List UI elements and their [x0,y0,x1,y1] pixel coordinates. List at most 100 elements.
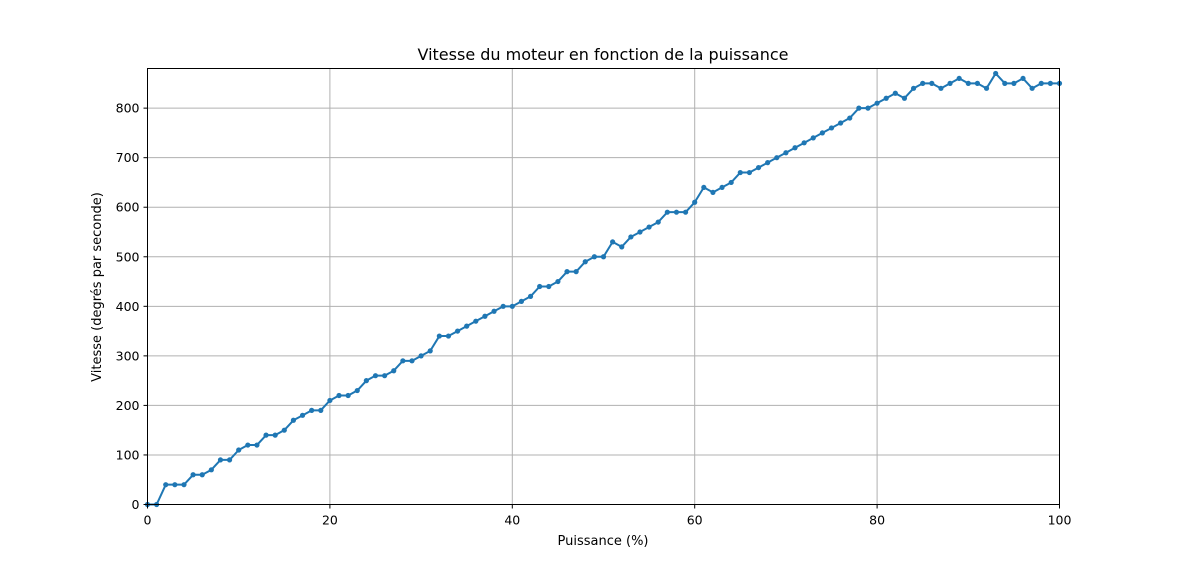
data-point [454,328,461,334]
data-point [610,239,616,245]
data-point [537,283,543,290]
data-point [199,472,205,478]
data-point [564,269,570,275]
data-point [473,318,479,324]
x-tick-label: 60 [687,513,703,528]
data-point [445,333,452,339]
data-point [573,269,579,275]
data-point [965,80,971,86]
y-tick-label: 400 [116,299,140,314]
y-axis-label: Vitesse (degrés par seconde) [90,192,105,382]
x-tick-label: 80 [869,513,885,528]
series-layer [144,70,1063,508]
data-point [847,115,853,121]
series [144,70,1063,508]
data-point [765,160,771,166]
y-tick-label: 800 [116,101,140,116]
data-point [947,80,953,86]
data-point [363,378,369,384]
data-point [391,368,397,374]
data-point [774,155,780,161]
y-tick-label: 0 [132,497,140,512]
data-point [436,333,442,339]
data-point [892,90,898,96]
data-point [236,447,242,453]
data-point [920,80,926,86]
data-point [464,323,470,329]
data-point [400,358,406,364]
data-point [1038,80,1044,86]
data-point [801,140,807,146]
data-point [783,150,789,156]
data-point [974,80,981,86]
data-point [929,80,935,86]
data-point [591,254,597,260]
data-point [673,209,680,215]
data-point [646,224,652,230]
data-point [838,120,844,126]
data-point [181,482,187,488]
data-point [409,358,415,364]
data-point [263,432,269,438]
data-point [983,85,990,91]
data-point [272,432,278,438]
data-point [418,353,424,359]
data-point [655,219,661,225]
data-point [1011,80,1017,86]
series-line [147,72,1060,506]
data-point [500,303,506,309]
data-point [382,373,388,379]
data-point [1020,75,1026,82]
data-point [993,70,999,77]
data-point [856,105,862,111]
data-point [527,293,534,300]
x-tick-label: 40 [504,513,520,528]
data-point [728,179,734,186]
data-point [354,387,360,394]
data-point [190,472,196,478]
data-point [208,467,214,473]
data-point [290,417,297,423]
data-point [619,244,625,250]
y-tick-label: 100 [116,447,140,462]
data-point [327,397,333,404]
data-point [792,145,798,151]
data-point [692,199,698,205]
data-point [345,392,351,399]
data-point [828,125,835,131]
data-point [163,482,169,488]
x-tick-label: 20 [322,513,338,528]
data-point [1002,80,1008,86]
x-tick-label: 100 [1048,513,1072,528]
data-point [737,169,743,176]
data-point [901,95,908,101]
data-point [746,169,753,176]
data-point [600,254,607,260]
data-point [546,283,552,290]
data-point [883,95,889,101]
data-point [427,348,433,354]
data-point [172,482,178,488]
data-point [509,303,515,309]
data-point [281,427,287,433]
y-tick-label: 600 [116,200,140,215]
data-point [336,392,342,399]
data-point [755,164,762,171]
data-point [874,100,880,106]
y-tick-label: 300 [116,348,140,363]
data-point [482,313,488,319]
data-point [701,184,707,191]
data-point [372,373,379,379]
data-point [518,298,525,304]
data-point [555,278,561,285]
y-tick-label: 200 [116,398,140,413]
ticks: 0 20 40 60 80 100 0 100 200 300 400 500 600 700 800 [116,101,1072,528]
data-point [710,189,716,195]
plot-frame [147,68,1060,505]
data-point [628,234,634,240]
data-point [719,184,725,191]
data-point [938,85,944,91]
grid [147,68,1060,505]
x-tick-label: 0 [144,513,152,528]
x-axis-label: Puissance (%) [558,534,649,549]
